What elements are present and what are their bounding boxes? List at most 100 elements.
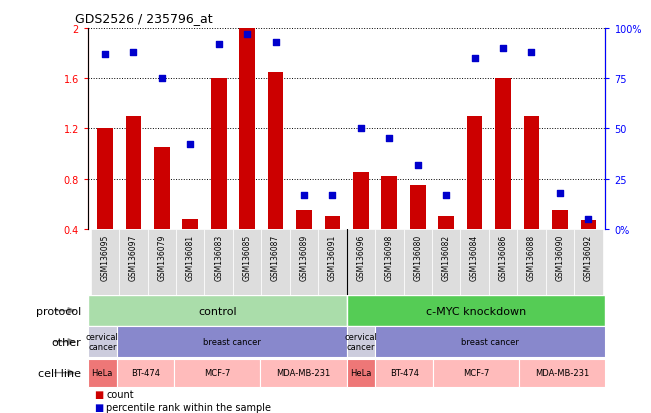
Text: breast cancer: breast cancer xyxy=(462,337,519,346)
Text: MCF-7: MCF-7 xyxy=(204,368,230,377)
Bar xyxy=(574,229,603,295)
Text: cervical
cancer: cervical cancer xyxy=(344,332,378,351)
Bar xyxy=(148,229,176,295)
Bar xyxy=(204,229,233,295)
Bar xyxy=(346,295,605,326)
Bar xyxy=(88,295,346,326)
Bar xyxy=(460,229,489,295)
Bar xyxy=(88,359,117,387)
Text: count: count xyxy=(106,389,133,399)
Text: control: control xyxy=(198,306,236,316)
Text: GSM136087: GSM136087 xyxy=(271,235,280,281)
Text: GSM136096: GSM136096 xyxy=(356,235,365,281)
Bar xyxy=(581,221,596,279)
Bar xyxy=(117,326,346,357)
Point xyxy=(526,50,536,56)
Bar xyxy=(260,359,346,387)
Text: HeLa: HeLa xyxy=(92,368,113,377)
Text: GSM136082: GSM136082 xyxy=(441,235,450,280)
Point xyxy=(441,192,451,199)
Bar xyxy=(126,116,141,279)
Point xyxy=(100,52,110,58)
Point xyxy=(498,46,508,52)
Bar xyxy=(518,229,546,295)
Text: c-MYC knockdown: c-MYC knockdown xyxy=(426,306,526,316)
Bar xyxy=(211,79,227,279)
Text: GSM136083: GSM136083 xyxy=(214,235,223,281)
Text: GSM136081: GSM136081 xyxy=(186,235,195,280)
Text: MCF-7: MCF-7 xyxy=(463,368,490,377)
Bar xyxy=(381,177,397,279)
Bar xyxy=(376,359,433,387)
Point xyxy=(583,216,594,223)
Bar xyxy=(176,229,204,295)
Text: GSM136086: GSM136086 xyxy=(499,235,508,281)
Text: GSM136098: GSM136098 xyxy=(385,235,394,281)
Text: cervical
cancer: cervical cancer xyxy=(86,332,118,351)
Bar xyxy=(268,73,283,279)
Bar xyxy=(90,229,119,295)
Bar xyxy=(240,29,255,279)
Text: BT-474: BT-474 xyxy=(390,368,419,377)
Bar xyxy=(296,211,312,279)
Text: GSM136085: GSM136085 xyxy=(243,235,252,281)
Bar xyxy=(432,229,460,295)
Bar xyxy=(346,229,375,295)
Point xyxy=(185,142,195,148)
Text: GSM136092: GSM136092 xyxy=(584,235,593,281)
Text: ■: ■ xyxy=(94,389,104,399)
Text: protocol: protocol xyxy=(36,306,81,316)
Bar xyxy=(495,79,511,279)
Text: GSM136095: GSM136095 xyxy=(100,235,109,281)
Bar xyxy=(375,229,404,295)
Bar xyxy=(261,229,290,295)
Bar xyxy=(174,359,260,387)
Text: GSM136084: GSM136084 xyxy=(470,235,479,281)
Text: BT-474: BT-474 xyxy=(131,368,160,377)
Text: GSM136091: GSM136091 xyxy=(328,235,337,281)
Bar xyxy=(467,116,482,279)
Text: MDA-MB-231: MDA-MB-231 xyxy=(535,368,589,377)
Bar xyxy=(519,359,605,387)
Bar xyxy=(182,219,198,279)
Bar xyxy=(552,211,568,279)
Bar xyxy=(154,148,170,279)
Text: GSM136079: GSM136079 xyxy=(158,235,166,281)
Bar xyxy=(353,173,368,279)
Text: GDS2526 / 235796_at: GDS2526 / 235796_at xyxy=(75,12,212,24)
Bar xyxy=(433,359,519,387)
Text: cell line: cell line xyxy=(38,368,81,378)
Point xyxy=(355,126,366,132)
Bar xyxy=(489,229,518,295)
Point xyxy=(270,40,281,46)
Bar xyxy=(346,359,376,387)
Text: GSM136088: GSM136088 xyxy=(527,235,536,280)
Point xyxy=(555,190,565,197)
Text: GSM136090: GSM136090 xyxy=(555,235,564,281)
Bar xyxy=(233,229,261,295)
Text: GSM136089: GSM136089 xyxy=(299,235,309,281)
Point xyxy=(327,192,338,199)
Bar xyxy=(346,326,376,357)
Text: breast cancer: breast cancer xyxy=(202,337,260,346)
Text: HeLa: HeLa xyxy=(350,368,372,377)
Bar xyxy=(404,229,432,295)
Point xyxy=(157,76,167,82)
Point xyxy=(242,32,253,38)
Point xyxy=(413,162,423,169)
Point xyxy=(214,42,224,48)
Bar xyxy=(290,229,318,295)
Bar xyxy=(325,217,340,279)
Bar xyxy=(546,229,574,295)
Point xyxy=(128,50,139,56)
Bar xyxy=(117,359,174,387)
Text: percentile rank within the sample: percentile rank within the sample xyxy=(106,402,271,412)
Text: GSM136080: GSM136080 xyxy=(413,235,422,281)
Text: ■: ■ xyxy=(94,402,104,412)
Bar xyxy=(376,326,605,357)
Point xyxy=(469,56,480,62)
Text: other: other xyxy=(51,337,81,347)
Bar xyxy=(119,229,148,295)
Text: GSM136097: GSM136097 xyxy=(129,235,138,281)
Bar xyxy=(88,326,117,357)
